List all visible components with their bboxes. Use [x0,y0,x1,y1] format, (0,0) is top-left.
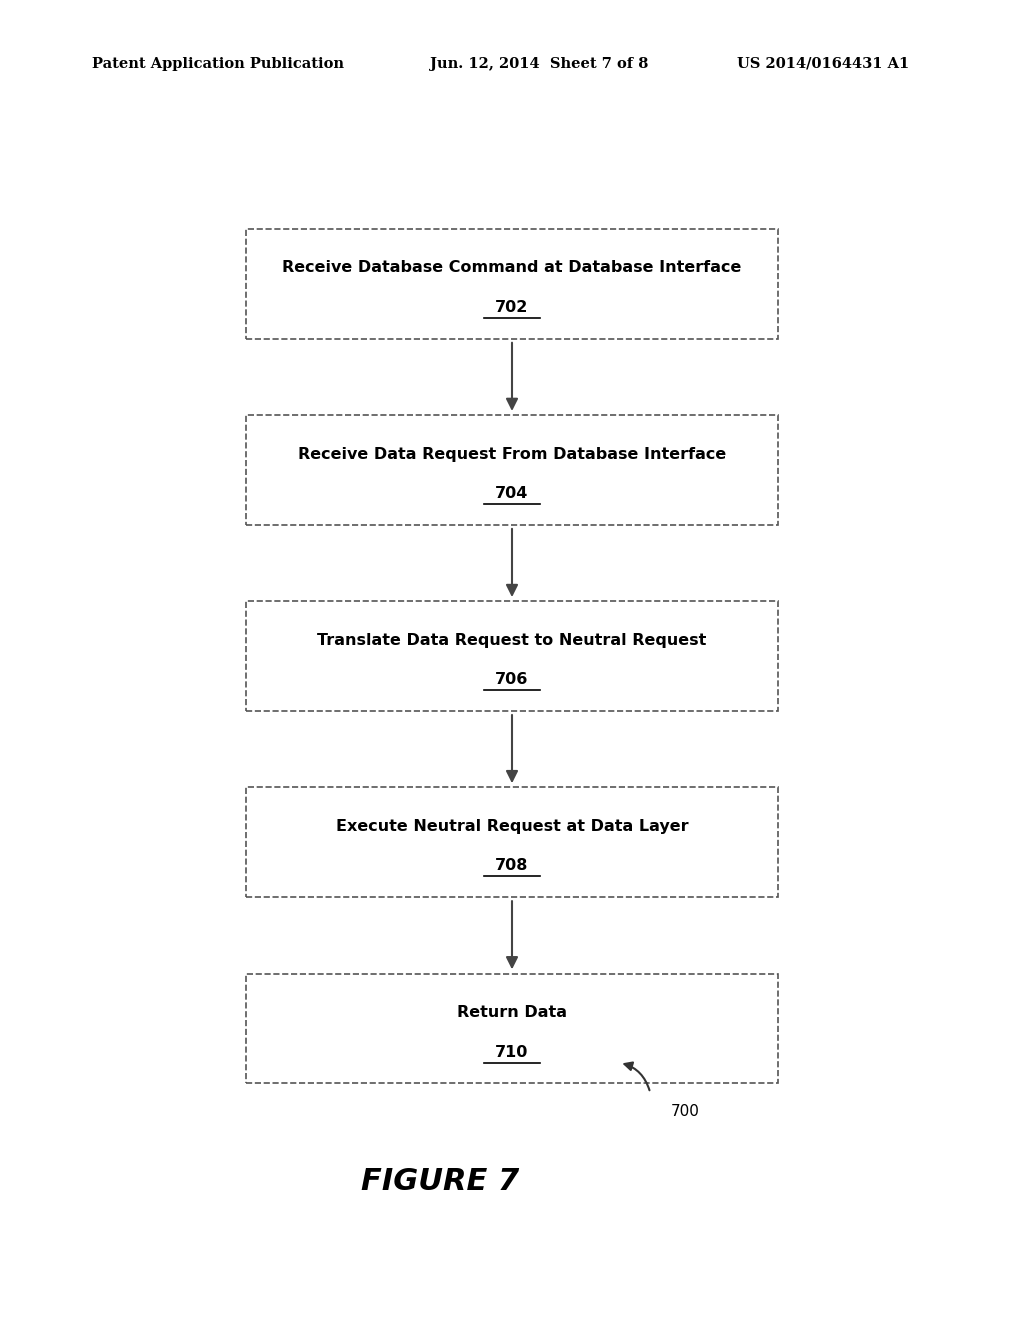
Text: 706: 706 [496,672,528,688]
Text: Receive Data Request From Database Interface: Receive Data Request From Database Inter… [298,446,726,462]
Text: Jun. 12, 2014  Sheet 7 of 8: Jun. 12, 2014 Sheet 7 of 8 [430,57,648,71]
Text: Translate Data Request to Neutral Request: Translate Data Request to Neutral Reques… [317,632,707,648]
FancyBboxPatch shape [246,230,778,338]
FancyBboxPatch shape [246,974,778,1082]
Text: 708: 708 [496,858,528,874]
Text: US 2014/0164431 A1: US 2014/0164431 A1 [737,57,909,71]
Text: 700: 700 [671,1104,699,1119]
Text: Patent Application Publication: Patent Application Publication [92,57,344,71]
FancyBboxPatch shape [246,787,778,898]
Text: 702: 702 [496,300,528,315]
Text: Return Data: Return Data [457,1005,567,1020]
FancyBboxPatch shape [246,602,778,710]
Text: FIGURE 7: FIGURE 7 [361,1167,519,1196]
Text: 704: 704 [496,486,528,502]
FancyBboxPatch shape [246,414,778,524]
Text: Receive Database Command at Database Interface: Receive Database Command at Database Int… [283,260,741,276]
Text: Execute Neutral Request at Data Layer: Execute Neutral Request at Data Layer [336,818,688,834]
Text: 710: 710 [496,1044,528,1060]
